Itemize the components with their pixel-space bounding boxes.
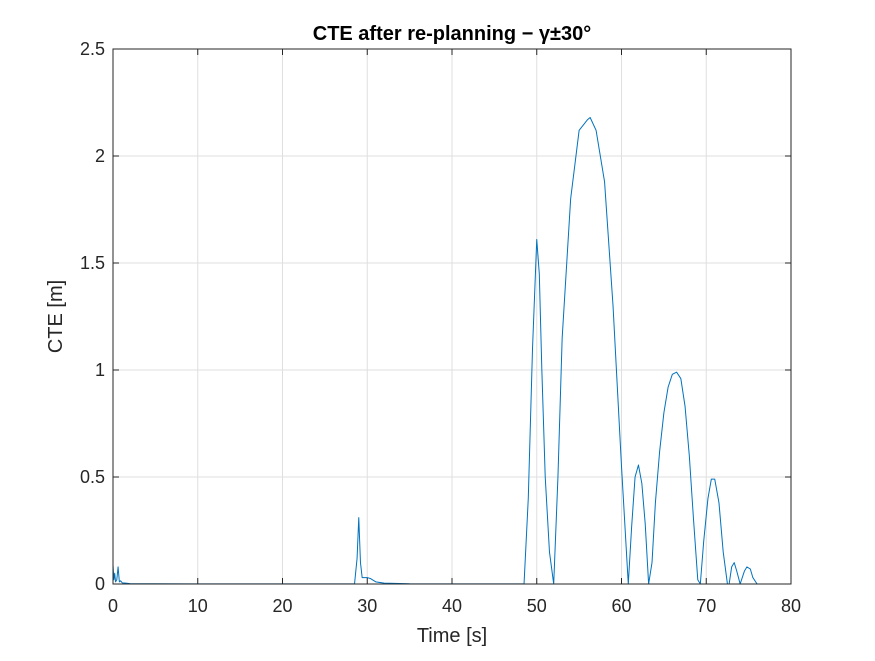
x-tick-label: 10 [188, 596, 208, 616]
x-tick-label: 60 [611, 596, 631, 616]
y-tick-label: 2 [95, 146, 105, 166]
x-tick-label: 80 [781, 596, 801, 616]
grid [112, 48, 792, 585]
x-tick-label: 20 [272, 596, 292, 616]
y-tick-label: 0 [95, 574, 105, 594]
x-tick-label: 70 [696, 596, 716, 616]
y-tick-label: 1 [95, 360, 105, 380]
ticks: 0 10 20 30 40 50 60 70 80 0 0.5 1 1.5 2 2.5 [80, 39, 801, 616]
x-tick-label: 0 [108, 596, 118, 616]
y-tick-label: 1.5 [80, 253, 105, 273]
x-tick-label: 50 [527, 596, 547, 616]
y-axis-label: CTE [m] [45, 280, 67, 353]
y-tick-label: 2.5 [80, 39, 105, 59]
x-tick-label: 40 [442, 596, 462, 616]
x-axis-label: Time [s] [417, 625, 487, 647]
chart-title: CTE after re-planning − γ±30° [313, 23, 592, 45]
y-tick-label: 0.5 [80, 467, 105, 487]
x-tick-label: 30 [357, 596, 377, 616]
